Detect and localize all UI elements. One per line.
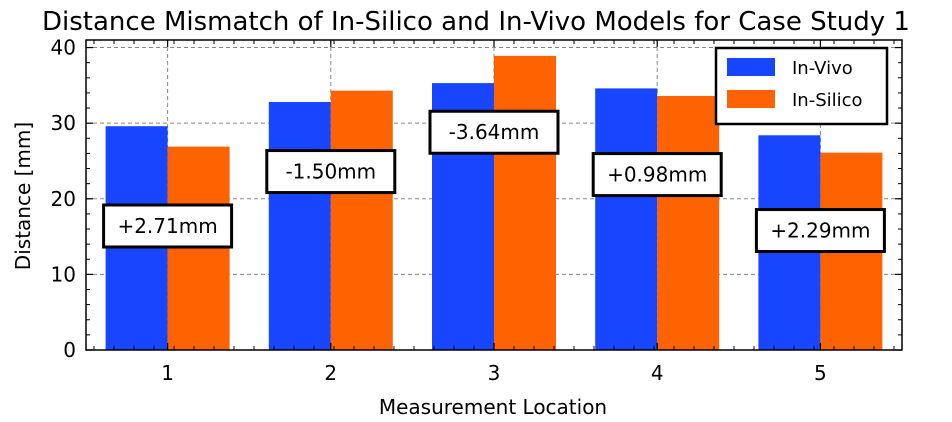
bar-in-silico-2: [330, 90, 393, 350]
x-tick-label: 2: [324, 361, 337, 385]
annotation-frame: [428, 109, 560, 155]
annotation-frame: [102, 203, 234, 249]
annotation-frame: [754, 208, 886, 254]
y-tick-label: 20: [51, 187, 76, 211]
annotation-box: +0.98mm: [591, 152, 723, 198]
bar-in-vivo-2: [268, 102, 331, 350]
annotations: +2.71mm -1.50mm -3.64mm +0.98mm +2.29mm: [102, 109, 886, 254]
annotation-box: -1.50mm: [265, 149, 397, 195]
annotation-box: +2.71mm: [102, 203, 234, 249]
annotation-label: +2.71mm: [117, 214, 217, 238]
x-tick-label: 1: [161, 361, 174, 385]
legend-swatch-in-silico: [727, 90, 775, 108]
y-tick-label: 0: [63, 338, 76, 362]
annotation-label: +2.29mm: [770, 219, 870, 243]
annotation-box: +2.29mm: [754, 208, 886, 254]
x-tick-label: 4: [651, 361, 664, 385]
annotation-label: +0.98mm: [607, 163, 707, 187]
annotation-box: -3.64mm: [428, 109, 560, 155]
y-axis-label: Distance [mm]: [11, 122, 35, 270]
bar-in-silico-3: [494, 55, 556, 350]
annotation-frame: [265, 149, 397, 195]
y-tick-label: 30: [51, 111, 76, 135]
legend-swatch-in-vivo: [727, 58, 775, 76]
bar-in-silico-4: [657, 95, 720, 350]
bar-in-vivo-4: [595, 88, 658, 350]
annotation-frame: [591, 152, 723, 198]
y-tick-label: 10: [51, 262, 76, 286]
x-tick-label: 5: [814, 361, 827, 385]
x-axis-label: Measurement Location: [379, 395, 607, 419]
annotation-label: -3.64mm: [449, 120, 540, 144]
y-tick-label: 40: [51, 36, 76, 60]
ticks: 0 10 20 30 40 1 2 3 4 5: [51, 36, 902, 385]
x-tick-label: 3: [488, 361, 501, 385]
annotation-label: -1.50mm: [285, 160, 376, 184]
chart-title: Distance Mismatch of In-Silico and In-Vi…: [42, 7, 910, 37]
legend-label-in-silico: In-Silico: [792, 90, 863, 111]
legend-label-in-vivo: In-Vivo: [792, 58, 853, 79]
legend: In-Vivo In-Silico: [714, 46, 889, 126]
